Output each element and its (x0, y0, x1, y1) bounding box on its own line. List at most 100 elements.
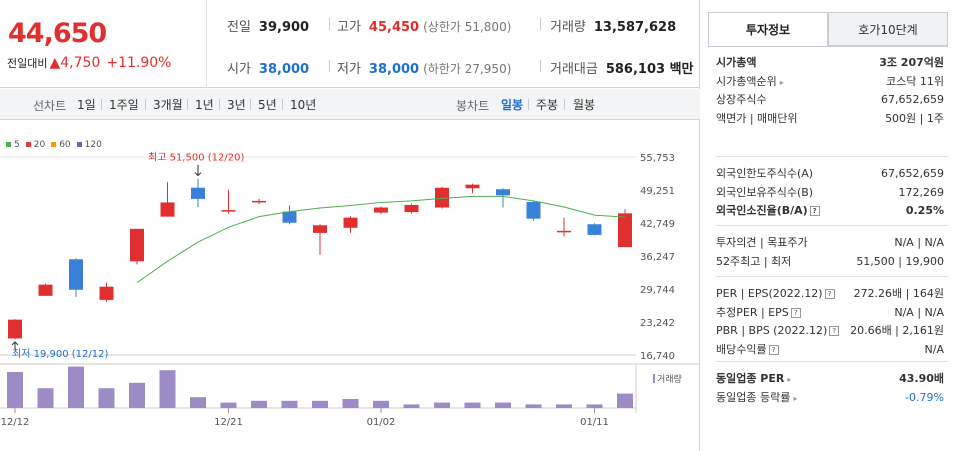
info-row: 시가총액순위 ▸ 코스닥 11위 (716, 73, 944, 91)
info-label: 추정PER | EPS? (716, 304, 801, 322)
period-monthly-button[interactable]: 월봉 (573, 98, 596, 112)
info-label: 액면가 | 매매단위 (716, 111, 798, 125)
info-value: N/A (924, 342, 944, 356)
volume-bar (7, 372, 23, 408)
candle-body (404, 204, 419, 213)
tab-order-book[interactable]: 호가10단계 (828, 12, 948, 46)
volume-bar (68, 366, 84, 408)
divider (145, 99, 146, 110)
quote-summary: 44,650 전일대비 ▲4,750 +11.90% 전일 39,900 고가 45,4… (0, 0, 700, 88)
volume-bar (617, 393, 633, 408)
info-value: 0.25% (905, 204, 944, 217)
info-value: 500원 | 1주 (885, 111, 944, 125)
candle-body (160, 202, 175, 217)
x-tick-label: 01/11 (580, 417, 609, 428)
divider (187, 99, 188, 110)
info-row: 외국인보유주식수(B) 172,269 (716, 184, 944, 202)
info-value: 코스닥 11위 (886, 74, 944, 88)
candle-body (191, 187, 205, 199)
info-row: 동일업종 등락률 ▸ -0.79% (716, 389, 944, 407)
candle-body (313, 225, 327, 233)
period-daily-button[interactable]: 일봉 (501, 98, 524, 112)
y-tick-label: 55,753 (640, 153, 675, 164)
volume-bar (190, 397, 206, 408)
info-row: 외국인소진율(B/A)? 0.25% (716, 202, 944, 220)
divider (250, 99, 251, 110)
divider (564, 99, 565, 110)
info-value: N/A | N/A (894, 236, 944, 249)
chevron-right-icon[interactable]: ▸ (787, 375, 792, 384)
y-tick-label: 16,740 (640, 351, 675, 362)
info-row: 52주최고 | 최저 51,500 | 19,900 (716, 253, 944, 271)
period-5y-button[interactable]: 5년 (258, 98, 277, 112)
chevron-right-icon[interactable]: ▸ (793, 393, 798, 403)
info-row: PBR | BPS (2022.12)? 20.66배 | 2,161원 (716, 322, 944, 340)
legend-item: 120 (76, 140, 102, 150)
period-3y-button[interactable]: 3년 (227, 98, 246, 112)
volume-bar (251, 400, 267, 408)
help-icon[interactable]: ? (809, 206, 820, 216)
line-chart-label: 선차트 (33, 99, 67, 113)
period-1y-button[interactable]: 1년 (195, 98, 214, 112)
y-tick-label: 36,247 (640, 252, 675, 263)
divider (219, 99, 220, 110)
info-label: 동일업종 PER ▸ (716, 372, 792, 385)
candle-body (221, 210, 236, 212)
help-icon[interactable]: ? (768, 344, 779, 355)
info-tabs: 투자정보 호가10단계 (708, 12, 948, 46)
volume-legend-label: 거래량 (657, 373, 682, 385)
chevron-right-icon[interactable]: ▸ (779, 77, 784, 87)
high-annotation: 최고 51,500 (12/20) (148, 152, 244, 164)
candle-body (587, 224, 602, 235)
high-arrow-icon (194, 164, 202, 177)
volume-bar (403, 404, 420, 408)
candle-body (526, 201, 541, 219)
info-label: 시가총액순위 ▸ (716, 74, 784, 88)
divider (528, 99, 529, 110)
period-1d-button[interactable]: 1일 (77, 98, 96, 112)
x-tick-label: 01/02 (367, 417, 396, 428)
candle-body (69, 259, 83, 290)
volume-bar (129, 382, 145, 408)
change-value: 4,750 (60, 55, 101, 71)
prev-close: 전일 39,900 (227, 20, 310, 35)
info-label: 시가총액 (716, 56, 757, 69)
help-icon[interactable]: ? (829, 326, 840, 336)
info-label: PBR | BPS (2022.12)? (716, 322, 840, 340)
right-panel: 투자정보 호가10단계 시가총액 3조 207억원 시가총액순위 ▸ 코스닥 11위 상장… (708, 12, 958, 451)
volume-bar (586, 404, 603, 408)
candle-body (8, 319, 22, 339)
change-label: 전일대비 (7, 57, 48, 70)
volume-bar (556, 404, 572, 408)
info-value: 67,652,659 (881, 93, 944, 106)
volume-bar (98, 388, 115, 408)
info-row: 배당수익률? N/A (716, 341, 944, 359)
period-3m-button[interactable]: 3개월 (153, 98, 183, 112)
divider (282, 99, 283, 110)
volume-bar (525, 404, 542, 408)
ma5-line (136, 195, 626, 284)
info-row: 시가총액 3조 207억원 (716, 54, 944, 72)
period-10y-button[interactable]: 10년 (290, 98, 317, 112)
period-1w-button[interactable]: 1주일 (109, 98, 139, 112)
volume-bar (159, 370, 176, 408)
info-value: 51,500 | 19,900 (856, 254, 944, 268)
info-value: 3조 207억원 (879, 56, 944, 69)
change-percent: +11.90% (106, 55, 172, 71)
chart-period-bar: 선차트 1일 1주일 3개월 1년 3년 5년 10년 봉차트 일봉 주봉 월봉 (0, 89, 700, 120)
legend-swatch (25, 142, 31, 147)
info-label: PER | EPS(2022.12)? (716, 285, 835, 303)
low-price: 저가 38,000 (하한가 27,950) (337, 62, 512, 77)
volume-legend-swatch (653, 374, 655, 383)
divider (540, 18, 541, 30)
tab-investment-info[interactable]: 투자정보 (708, 12, 828, 46)
volume-bar (495, 402, 511, 408)
period-weekly-button[interactable]: 주봉 (536, 98, 559, 112)
info-row: 추정PER | EPS? N/A | N/A (716, 304, 944, 322)
info-divider (716, 276, 948, 277)
help-icon[interactable]: ? (824, 289, 835, 299)
legend-item: 60 (51, 140, 71, 150)
info-row: 동일업종 PER ▸ 43.90배 (716, 370, 944, 388)
open-price: 시가 38,000 (227, 62, 310, 77)
help-icon[interactable]: ? (790, 307, 801, 318)
